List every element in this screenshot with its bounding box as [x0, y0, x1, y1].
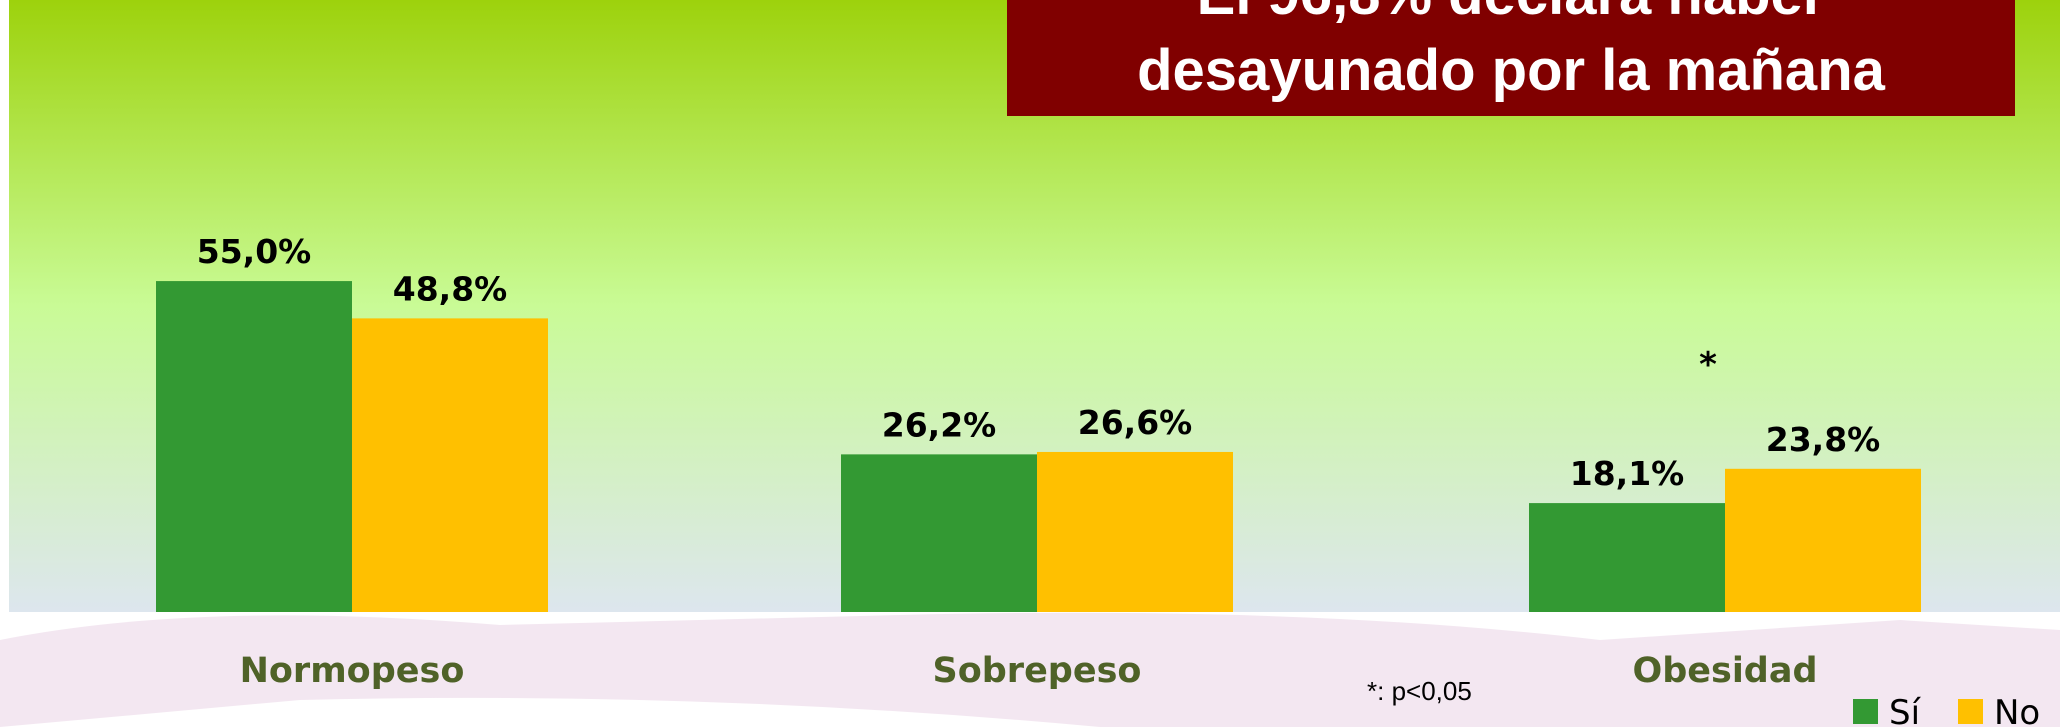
annotation: *: [1699, 345, 1717, 385]
title-line: El 96,8% declara haber: [1197, 0, 1826, 27]
bar: [352, 318, 548, 612]
value-label: 26,2%: [882, 405, 997, 444]
title-line: desayunado por la mañana: [1137, 38, 1886, 103]
value-label: 48,8%: [393, 269, 508, 308]
bar: [1037, 451, 1233, 612]
value-label: 55,0%: [197, 232, 312, 271]
x-tick-label: Sobrepeso: [933, 651, 1142, 691]
value-label: 26,6%: [1078, 403, 1193, 442]
x-tick-label: Normopeso: [240, 651, 465, 691]
legend-swatch: [1958, 699, 1983, 724]
bar: [156, 281, 352, 612]
bar: [1529, 503, 1725, 612]
value-label: 18,1%: [1570, 454, 1685, 493]
footnote: *: p<0,05: [1367, 676, 1472, 706]
legend-swatch: [1853, 699, 1878, 724]
x-tick-label: Obesidad: [1632, 651, 1817, 691]
legend-label: Sí: [1889, 693, 1922, 727]
title-box: [1007, 0, 2015, 116]
bar: [1725, 468, 1921, 612]
map-shape: [0, 612, 2060, 727]
legend-label: No: [1994, 693, 2040, 727]
value-label: 23,8%: [1766, 420, 1881, 459]
bar: [841, 454, 1037, 612]
